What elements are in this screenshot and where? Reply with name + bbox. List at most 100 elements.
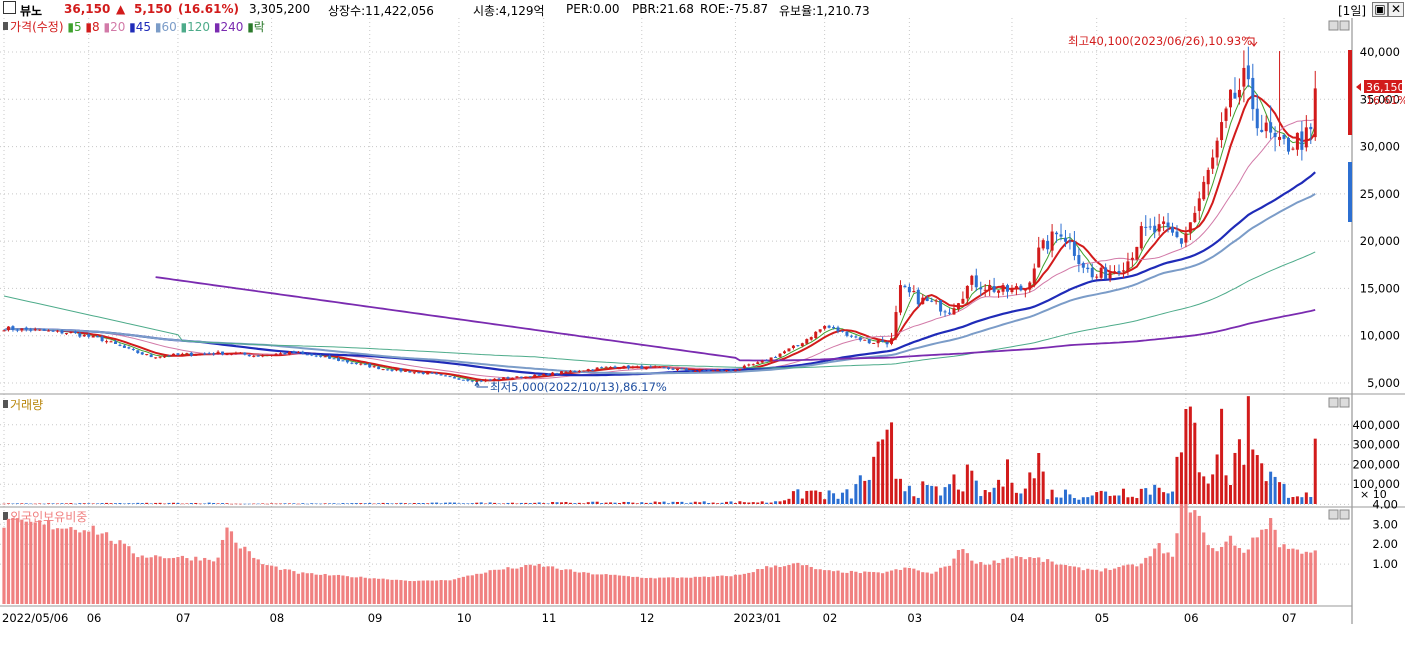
- candle-body: [783, 351, 786, 354]
- volume-bar: [109, 503, 113, 504]
- candle-body: [1095, 276, 1099, 278]
- candle-body: [1148, 226, 1152, 228]
- foreign-bar: [145, 557, 149, 604]
- volume-bar: [292, 503, 296, 504]
- candle-body: [323, 356, 327, 358]
- volume-bar: [350, 503, 354, 504]
- candle-body: [1023, 289, 1027, 291]
- volume-bar: [82, 503, 86, 504]
- foreign-bar: [385, 579, 390, 604]
- foreign-bar: [1300, 553, 1304, 604]
- candle-body: [542, 373, 546, 376]
- volume-bars: [2, 396, 1317, 505]
- foreign-tick-label: 2.00: [1372, 537, 1398, 551]
- candle-body: [943, 311, 947, 313]
- volume-bar: [506, 502, 510, 504]
- volume-bar: [613, 502, 617, 504]
- foreign-bar: [1081, 570, 1085, 604]
- foreign-bar: [519, 567, 523, 604]
- volume-bar: [283, 503, 287, 504]
- foreign-bar: [11, 517, 15, 604]
- foreign-bar: [658, 577, 662, 604]
- volume-bar: [1037, 453, 1041, 504]
- foreign-bar: [1014, 556, 1019, 604]
- candle-body: [207, 353, 211, 355]
- foreign-bar: [858, 573, 862, 604]
- candle-body: [122, 345, 126, 348]
- candle-body: [796, 345, 800, 347]
- period-selector[interactable]: [1일]: [1338, 4, 1367, 18]
- foreign-bar: [760, 569, 764, 604]
- candle-body: [858, 337, 862, 341]
- volume-tick-label: 400,000: [1352, 418, 1400, 432]
- candle-body: [551, 372, 555, 376]
- foreign-bar: [765, 566, 769, 604]
- volume-bar: [238, 503, 242, 505]
- foreign-bar: [675, 577, 680, 604]
- foreign-bar: [1144, 557, 1148, 604]
- close-button[interactable]: ✕: [1388, 2, 1404, 17]
- candle-body: [145, 354, 149, 356]
- foreign-bar: [470, 575, 474, 604]
- price-tick-label: 15,000: [1360, 281, 1400, 295]
- foreign-bar: [1072, 566, 1076, 604]
- foreign-bar: [1108, 569, 1112, 604]
- volume-bar: [707, 503, 711, 504]
- date-tick-label: 11: [542, 611, 557, 625]
- candle-body: [720, 370, 724, 372]
- price-candles: [2, 46, 1317, 383]
- candle-body: [64, 333, 68, 335]
- candle-body: [751, 364, 755, 366]
- foreign-bar: [354, 577, 358, 604]
- restore-button[interactable]: ▣: [1372, 2, 1388, 17]
- foreign-bar: [863, 571, 867, 604]
- volume-panel-buttons[interactable]: [1328, 397, 1350, 408]
- foreign-bar: [265, 565, 269, 604]
- price-legend: 가격(수정) ▮5 ▮8 ▮20 ▮45 ▮60 ▮120 ▮240 ▮락: [3, 20, 265, 34]
- volume-bar: [876, 441, 880, 504]
- foreign-bar: [15, 518, 19, 604]
- high-annotation: 최고40,100(2023/06/26),10.93%: [1068, 34, 1252, 48]
- foreign-bar: [345, 576, 350, 604]
- candle-body: [872, 342, 876, 344]
- candle-body: [644, 366, 648, 370]
- candle-body: [412, 372, 416, 374]
- foreign-bar: [501, 569, 506, 604]
- foreign-bar: [1126, 564, 1130, 604]
- foreign-bar: [1086, 568, 1090, 604]
- candle-body: [595, 367, 599, 371]
- volume-bar: [1246, 396, 1250, 504]
- candle-body: [359, 363, 363, 365]
- foreign-bar: [261, 564, 265, 604]
- stock-name: 뷰노: [20, 4, 43, 18]
- date-tick-label: 03: [907, 611, 922, 625]
- candle-body: [91, 335, 95, 338]
- foreign-bar: [698, 576, 702, 604]
- foreign-panel-buttons[interactable]: [1328, 509, 1350, 520]
- foreign-bar: [930, 573, 934, 604]
- candle-body: [1104, 267, 1108, 280]
- foreign-bar: [154, 555, 158, 604]
- date-tick-label: 02: [823, 611, 838, 625]
- volume-bar: [939, 495, 943, 504]
- candle-body: [1255, 108, 1259, 129]
- volume-bar: [814, 490, 818, 504]
- candle-body: [863, 339, 867, 341]
- candle-body: [149, 354, 153, 358]
- foreign-bar: [559, 569, 564, 604]
- volume-bar: [684, 503, 688, 504]
- select-checkbox[interactable]: [3, 1, 16, 14]
- candle-body: [586, 369, 590, 371]
- foreign-bar: [796, 562, 800, 604]
- foreign-bar: [73, 529, 77, 604]
- foreign-bar: [992, 560, 996, 604]
- foreign-bar: [1224, 541, 1228, 604]
- foreign-bar: [1188, 512, 1192, 604]
- foreign-bar: [314, 574, 318, 604]
- candle-body: [528, 376, 532, 378]
- candle-body: [1059, 234, 1063, 237]
- foreign-legend: 외국인보유비중: [3, 510, 87, 524]
- price-panel-buttons[interactable]: [1328, 20, 1350, 31]
- candle-body: [716, 370, 720, 372]
- candle-body: [832, 327, 836, 329]
